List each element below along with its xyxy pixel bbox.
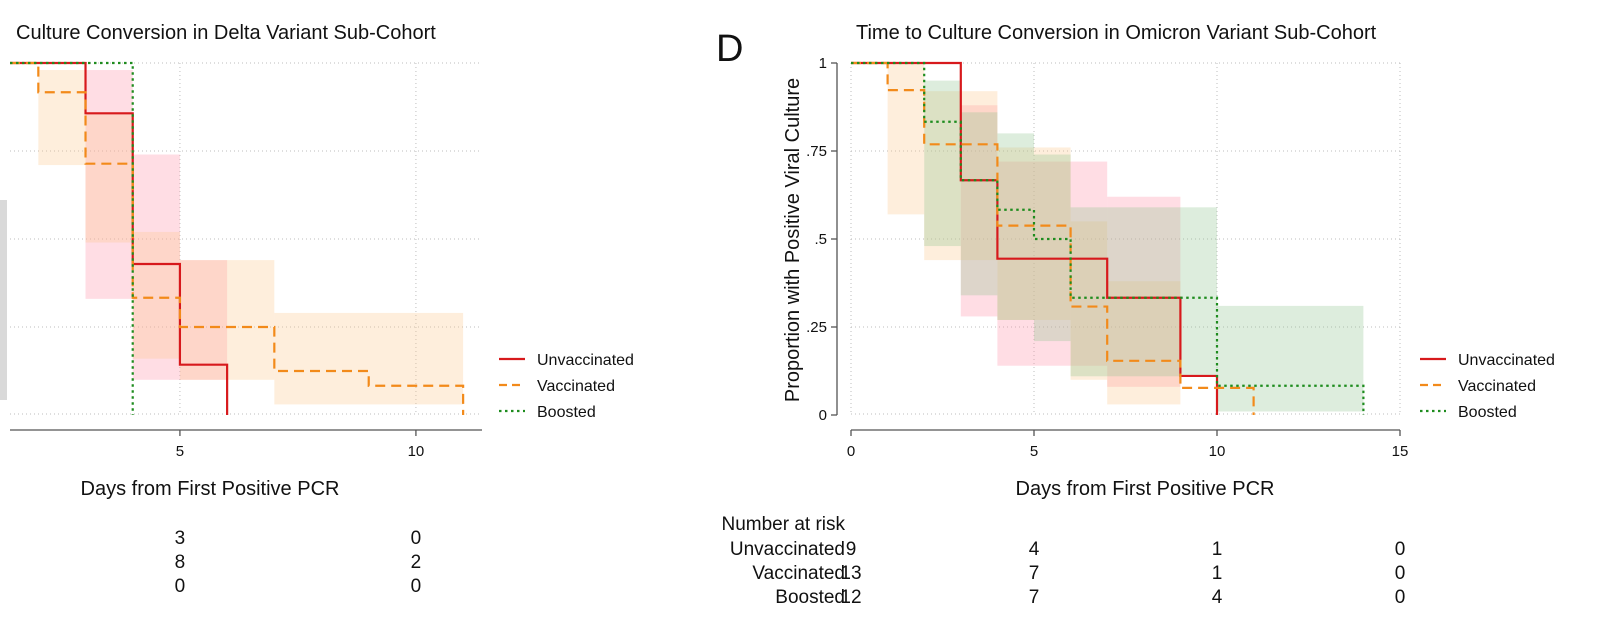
- delta-risk-value: 2: [411, 552, 422, 573]
- delta-legend-label-unvaccinated: Unvaccinated: [537, 352, 634, 369]
- omicron-chart-title: Time to Culture Conversion in Omicron Va…: [856, 22, 1377, 44]
- delta-risk-value: 8: [175, 552, 186, 573]
- panel-letter: D: [716, 28, 743, 70]
- delta-panel: Culture Conversion in Delta Variant Sub-…: [10, 22, 634, 597]
- omicron-ci-unvaccinated: [960, 105, 998, 317]
- risk-row-label-unvaccinated: Unvaccinated: [730, 539, 845, 560]
- omicron-y-tick-label: .25: [806, 319, 827, 336]
- number-at-risk-table: Number at risk Unvaccinated 9 4 1 0 Vaccinate…: [721, 514, 1405, 608]
- omicron-y-tick-label: 1: [819, 55, 827, 72]
- delta-legend: Unvaccinated Vaccinated Boosted: [499, 352, 634, 421]
- delta-ci-unvaccinated: [85, 70, 133, 299]
- risk-row-label-boosted: Boosted: [775, 587, 845, 608]
- delta-ci-vaccinated: [274, 312, 369, 405]
- risk-value-unvaccinated: 4: [1029, 539, 1040, 560]
- delta-ci-vaccinated: [368, 312, 464, 405]
- risk-value-vaccinated: 1: [1212, 563, 1223, 584]
- omicron-ci-boosted: [1217, 305, 1364, 412]
- omicron-ci-boosted: [960, 112, 998, 296]
- omicron-ci-boosted: [1070, 207, 1217, 377]
- omicron-legend: Unvaccinated Vaccinated Boosted: [1420, 352, 1555, 421]
- risk-value-boosted: 4: [1212, 587, 1223, 608]
- omicron-ci-unvaccinated: [997, 161, 1108, 366]
- window-scrollbar[interactable]: [0, 200, 7, 400]
- omicron-legend-label-boosted: Boosted: [1458, 404, 1517, 421]
- delta-legend-label-boosted: Boosted: [537, 404, 596, 421]
- omicron-y-tick-label: .75: [806, 143, 827, 160]
- delta-x-tick-label: 10: [408, 443, 425, 460]
- risk-value-vaccinated: 0: [1395, 563, 1406, 584]
- delta-axes: 5 10: [10, 429, 482, 460]
- risk-value-boosted: 12: [840, 587, 861, 608]
- risk-value-unvaccinated: 9: [846, 539, 857, 560]
- omicron-ci-unvaccinated: [1107, 196, 1181, 387]
- risk-value-boosted: 0: [1395, 587, 1406, 608]
- omicron-y-tick-label: .5: [814, 231, 827, 248]
- omicron-x-axis-label: Days from First Positive PCR: [1016, 478, 1275, 500]
- risk-row-label-vaccinated: Vaccinated: [752, 563, 845, 584]
- delta-chart-title: Culture Conversion in Delta Variant Sub-…: [16, 22, 436, 44]
- omicron-x-tick-label: 5: [1030, 443, 1038, 460]
- omicron-ci-vaccinated: [887, 63, 925, 215]
- delta-x-tick-label: 5: [176, 443, 184, 460]
- omicron-series-lines: [851, 61, 1365, 415]
- omicron-line-vaccinated: [851, 61, 1255, 415]
- omicron-panel: D Time to Culture Conversion in Omicron …: [716, 22, 1555, 608]
- delta-ci-vaccinated: [132, 231, 180, 359]
- delta-ci-vaccinated: [179, 260, 275, 380]
- delta-line-vaccinated: [10, 61, 465, 415]
- omicron-x-tick-label: 10: [1209, 443, 1226, 460]
- delta-risk-value: 3: [175, 528, 186, 549]
- delta-x-axis-label: Days from First Positive PCR: [81, 478, 340, 500]
- delta-risk-values: 3 0 8 2 0 0: [175, 528, 422, 597]
- delta-ci-vaccinated: [85, 112, 133, 243]
- delta-ci-unvaccinated: [179, 260, 228, 380]
- delta-risk-value: 0: [175, 576, 186, 597]
- omicron-x-tick-label: 15: [1392, 443, 1409, 460]
- delta-ci-vaccinated: [38, 70, 86, 166]
- omicron-ci-boosted: [924, 80, 961, 247]
- risk-value-vaccinated: 7: [1029, 563, 1040, 584]
- risk-value-unvaccinated: 0: [1395, 539, 1406, 560]
- omicron-ci-vaccinated: [1070, 221, 1108, 380]
- risk-value-boosted: 7: [1029, 587, 1040, 608]
- omicron-y-axis-label: Proportion with Positive Viral Culture: [782, 78, 804, 402]
- omicron-y-tick-label: 0: [819, 407, 827, 424]
- delta-series-lines: [10, 61, 465, 415]
- risk-value-vaccinated: 13: [840, 563, 861, 584]
- omicron-grid: [850, 62, 1401, 415]
- delta-legend-label-vaccinated: Vaccinated: [537, 378, 615, 395]
- omicron-legend-label-unvaccinated: Unvaccinated: [1458, 352, 1555, 369]
- risk-table-header: Number at risk: [721, 514, 845, 535]
- delta-risk-value: 0: [411, 576, 422, 597]
- risk-value-unvaccinated: 1: [1212, 539, 1223, 560]
- omicron-ci-boosted: [1034, 154, 1071, 342]
- delta-ci-unvaccinated: [132, 154, 180, 380]
- omicron-line-boosted: [851, 61, 1365, 415]
- omicron-ci-bands: [887, 63, 1364, 412]
- omicron-legend-label-vaccinated: Vaccinated: [1458, 378, 1536, 395]
- delta-risk-value: 0: [411, 528, 422, 549]
- omicron-ci-vaccinated: [997, 147, 1071, 320]
- omicron-axes: 0 5 10 15 0 .25 .5 .75 1: [806, 55, 1408, 460]
- omicron-ci-vaccinated: [1107, 281, 1181, 405]
- omicron-x-tick-label: 0: [847, 443, 855, 460]
- delta-ci-bands: [38, 70, 464, 405]
